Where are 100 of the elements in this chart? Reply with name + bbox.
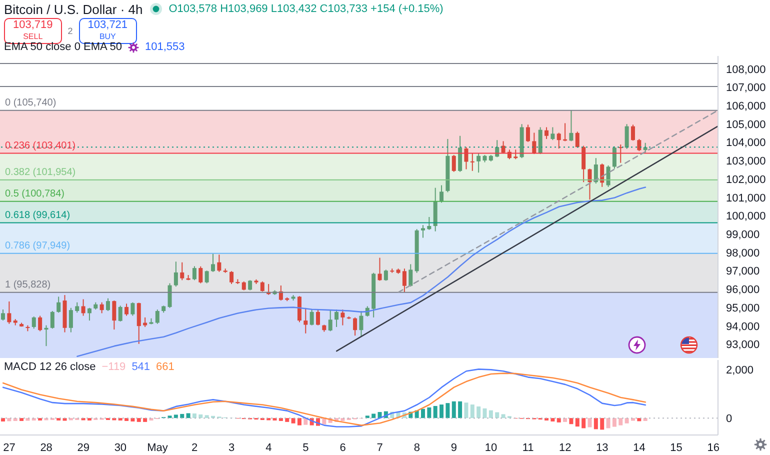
bar xyxy=(143,418,148,422)
candlestick xyxy=(68,307,73,333)
bar xyxy=(600,418,604,430)
text: −119 xyxy=(102,361,126,373)
candlestick xyxy=(384,269,388,282)
candlestick xyxy=(538,126,542,155)
ref-line-label: 0.618 (99,614) xyxy=(5,210,70,221)
candlestick xyxy=(310,309,314,326)
bar xyxy=(204,415,209,418)
x-tick-label: 15 xyxy=(670,442,682,454)
bar xyxy=(476,406,481,418)
candlestick xyxy=(440,184,444,204)
candlestick xyxy=(1,309,5,322)
x-tick-label: 29 xyxy=(77,442,90,454)
bar xyxy=(291,418,296,424)
text: 661 xyxy=(156,361,174,373)
bar xyxy=(130,418,135,422)
candlestick xyxy=(334,309,339,328)
candlestick xyxy=(260,280,264,292)
candlestick xyxy=(230,270,234,285)
bar xyxy=(13,418,18,421)
y-tick-label: 101,000 xyxy=(726,192,766,204)
bar xyxy=(192,413,196,418)
x-tick-label: 2 xyxy=(191,442,198,454)
y-tick-label: 0 xyxy=(726,412,732,425)
y-tick-label: 98,000 xyxy=(726,247,760,260)
ref-line-label: 0 (105,740) xyxy=(5,97,56,108)
x-tick-label: May xyxy=(147,442,168,454)
bar xyxy=(174,414,178,418)
candlestick xyxy=(569,110,574,142)
bar xyxy=(297,418,302,426)
bar xyxy=(427,407,432,418)
candlestick xyxy=(501,140,506,154)
candlestick xyxy=(427,216,432,230)
ref-line-label: 0.382 (101,954) xyxy=(5,166,76,178)
y-tick-label: 97,000 xyxy=(726,266,760,278)
candlestick xyxy=(353,316,358,336)
candlestick xyxy=(643,142,648,154)
y-tick-label: 99,000 xyxy=(726,228,760,241)
bar xyxy=(488,410,493,418)
candlestick xyxy=(378,257,382,282)
candlestick xyxy=(420,224,425,238)
candlestick xyxy=(637,138,642,152)
x-tick-label: 28 xyxy=(40,442,52,454)
candlestick xyxy=(359,310,364,338)
chart-title: MACD 12 26 close xyxy=(4,361,96,373)
x-tick-label: 4 xyxy=(266,442,272,454)
bar xyxy=(452,401,456,418)
candlestick xyxy=(75,302,80,314)
bar xyxy=(285,418,290,422)
candlestick xyxy=(328,309,332,332)
candlestick xyxy=(56,296,61,314)
bar xyxy=(482,408,487,418)
bar xyxy=(594,418,598,430)
bar xyxy=(440,404,444,418)
candlestick xyxy=(606,164,610,188)
bar xyxy=(575,418,580,427)
x-tick-label: 5 xyxy=(302,442,309,454)
y-tick-label: 95,000 xyxy=(726,302,760,314)
bar xyxy=(495,412,500,418)
y-tick-label: 94,000 xyxy=(726,320,760,333)
chart-title: Bitcoin / U.S. Dollar · 4h xyxy=(4,2,143,16)
bar xyxy=(180,414,184,418)
candlestick xyxy=(143,316,148,328)
candlestick xyxy=(544,126,549,140)
candlestick xyxy=(526,124,530,142)
x-tick-label: 10 xyxy=(484,442,498,454)
candlestick xyxy=(582,145,586,183)
y-tick-label: 2,000 xyxy=(726,364,754,377)
candlestick xyxy=(612,146,616,170)
bar xyxy=(420,408,425,418)
candlestick xyxy=(297,296,302,323)
candlestick xyxy=(575,131,580,148)
candlestick xyxy=(118,305,122,322)
y-tick-label: 102,000 xyxy=(726,174,766,186)
candlestick xyxy=(38,315,42,332)
candlestick xyxy=(100,302,104,314)
y-tick-label: 100,000 xyxy=(726,210,766,223)
bar xyxy=(643,418,648,421)
x-tick-label: 9 xyxy=(450,442,458,454)
y-tick-label: 103,000 xyxy=(726,156,766,168)
ref-line-label: 0.236 (103,401) xyxy=(5,140,76,152)
y-tick-label: 106,000 xyxy=(726,100,766,112)
candlestick xyxy=(198,266,203,284)
bar xyxy=(464,402,468,418)
candlestick xyxy=(81,298,86,316)
candlestick xyxy=(44,324,48,347)
x-tick-label: 6 xyxy=(340,442,346,454)
y-tick-label: 93,000 xyxy=(726,339,760,352)
x-tick-label: 11 xyxy=(522,442,534,454)
candlestick xyxy=(217,254,222,272)
bar xyxy=(20,418,24,421)
candlestick xyxy=(316,309,320,326)
bar xyxy=(618,418,623,426)
y-tick-label: 104,000 xyxy=(726,137,766,150)
candlestick xyxy=(32,316,36,330)
candlestick xyxy=(106,298,110,312)
candlestick xyxy=(7,300,12,324)
bar xyxy=(458,401,462,418)
bar xyxy=(637,418,642,422)
